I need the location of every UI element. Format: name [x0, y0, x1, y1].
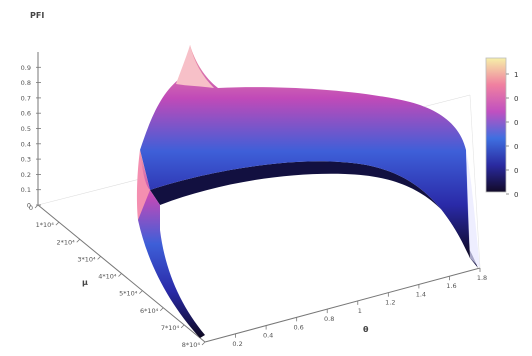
colorbar-ticks: 1 0 0 0 0 0	[506, 71, 518, 199]
theta-tick-label: 1.6	[446, 282, 456, 290]
surface-plot	[136, 45, 480, 338]
theta-tick-label: 0.4	[263, 332, 273, 340]
z-tick-label: 0.7	[21, 94, 31, 102]
z-tick-label: 0.9	[21, 64, 31, 72]
colorbar-gradient	[485, 57, 507, 193]
surface-left-lip	[136, 150, 150, 220]
theta-tick-label: 1.2	[385, 299, 395, 307]
surface-front-wall	[138, 150, 205, 338]
z-tick-label: 0.4	[21, 140, 31, 148]
colorbar-tick-label: 0	[514, 119, 518, 127]
mu-tick-mark	[180, 324, 185, 329]
mu-axis-label: μ	[82, 278, 88, 287]
z-tick-label: 0.8	[21, 79, 31, 87]
mu-tick-label: 3*10⁴	[77, 255, 96, 263]
mu-tick-mark	[118, 273, 122, 277]
mu-tick-mark	[76, 238, 81, 243]
mu-tick-label: 1*10⁴	[36, 221, 55, 229]
theta-axis-line	[204, 267, 481, 343]
mu-tick-label: 0	[29, 204, 33, 212]
theta-tick-label: 1.4	[416, 290, 426, 298]
z-tick-label: 0.1	[21, 186, 31, 194]
mu-tick-mark	[139, 290, 143, 294]
mu-tick-mark	[97, 256, 101, 260]
mu-tick-label: 4*10⁴	[98, 273, 117, 281]
z-tick-label: 0.6	[21, 110, 31, 118]
colorbar-tick-label: 0	[514, 191, 518, 199]
surface-peak	[176, 45, 214, 88]
z-axis-ticks: 0 0.1 0.2 0.3 0.4 0.5 0.6 0.7 0.8 0.9	[21, 64, 41, 210]
colorbar-tick-label: 0	[514, 143, 518, 151]
theta-tick-label: 1.8	[477, 274, 487, 282]
colorbar-tick-label: 0	[514, 95, 518, 103]
theta-tick-label: 0.2	[232, 340, 242, 348]
z-tick-label: 0.3	[21, 156, 31, 164]
z-tick-label: 0.2	[21, 171, 31, 179]
surface-top-sheet	[140, 45, 470, 258]
mu-tick-label: 6*10⁴	[140, 307, 159, 315]
mu-tick-label: 5*10⁴	[119, 290, 138, 298]
z-tick-label: 0.5	[21, 125, 31, 133]
theta-tick-label: 0.8	[324, 315, 334, 323]
colorbar-tick-label: 0	[514, 167, 518, 175]
mu-tick-mark	[55, 221, 60, 226]
mu-tick-mark	[201, 341, 206, 346]
mu-tick-label: 8*10⁴	[182, 341, 201, 349]
mu-tick-mark	[159, 307, 164, 312]
mu-tick-mark	[34, 204, 39, 209]
floor-grid-line	[469, 94, 481, 269]
mu-tick-label: 2*10⁴	[56, 238, 75, 246]
colorbar: 1 0 0 0 0 0	[485, 57, 518, 199]
mu-tick-label: 7*10⁴	[161, 324, 180, 332]
theta-axis-ticks: 0.2 0.4 0.6 0.8 1 1.2 1.4 1.6 1.8	[232, 268, 487, 348]
colorbar-tick-label: 1	[514, 71, 518, 79]
theta-tick-label: 0.6	[293, 323, 303, 331]
mu-axis-ticks: 0 1*10⁴ 2*10⁴ 3*10⁴ 4*10⁴ 5*10⁴ 6*10⁴ 7*10⁴ 8*10…	[29, 204, 206, 349]
theta-tick-label: 1	[358, 307, 362, 315]
z-axis-label: PFI	[30, 11, 44, 20]
z-tick-label: 0	[27, 202, 31, 210]
surface-right-foot	[466, 150, 480, 268]
theta-axis-label: θ	[363, 325, 369, 334]
